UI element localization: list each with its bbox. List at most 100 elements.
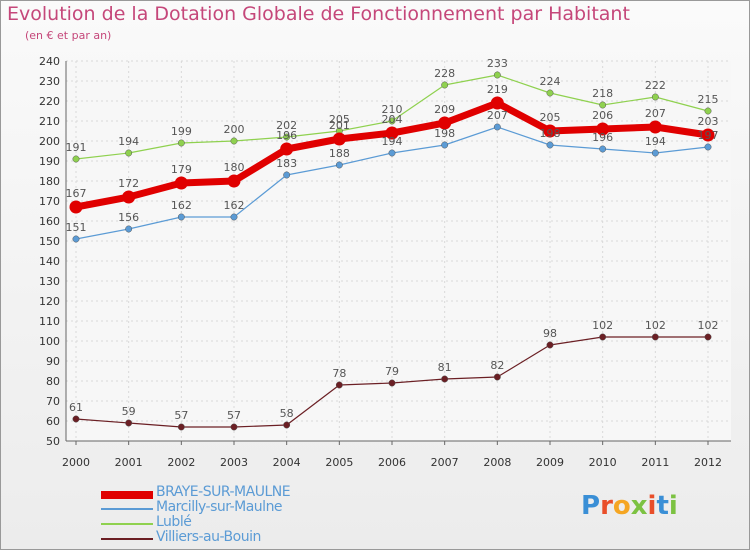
data-label: 218 xyxy=(592,87,613,100)
data-point xyxy=(596,122,610,136)
data-label: 167 xyxy=(66,187,87,200)
data-label: 58 xyxy=(280,407,294,420)
data-label: 215 xyxy=(698,93,719,106)
data-point xyxy=(493,123,501,131)
data-point xyxy=(177,139,185,147)
data-point xyxy=(704,107,712,115)
data-label: 191 xyxy=(66,141,87,154)
x-tick-label: 2004 xyxy=(273,456,301,469)
data-label: 222 xyxy=(645,79,666,92)
data-label: 156 xyxy=(118,211,139,224)
y-tick-label: 170 xyxy=(39,195,60,208)
data-label: 162 xyxy=(171,199,192,212)
data-label: 59 xyxy=(122,405,136,418)
data-point xyxy=(388,379,396,387)
data-label: 78 xyxy=(332,367,346,380)
x-tick-label: 2011 xyxy=(641,456,669,469)
legend-swatch xyxy=(101,491,153,499)
data-label: 102 xyxy=(592,319,613,332)
chart-subtitle: (en € et par an) xyxy=(25,29,112,42)
data-point xyxy=(283,171,291,179)
y-tick-label: 110 xyxy=(39,315,60,328)
y-tick-label: 200 xyxy=(39,135,60,148)
data-point xyxy=(438,116,452,130)
data-point xyxy=(227,174,241,188)
data-label: 81 xyxy=(438,361,452,374)
data-label: 57 xyxy=(174,409,188,422)
data-label: 203 xyxy=(698,115,719,128)
data-point xyxy=(230,137,238,145)
data-label: 79 xyxy=(385,365,399,378)
data-point xyxy=(546,89,554,97)
data-label: 228 xyxy=(434,67,455,80)
data-point xyxy=(230,213,238,221)
data-point xyxy=(543,124,557,138)
data-point xyxy=(174,176,188,190)
data-point xyxy=(125,149,133,157)
legend-label: Lublé xyxy=(156,514,192,530)
data-label: 209 xyxy=(434,103,455,116)
y-tick-label: 50 xyxy=(46,435,60,448)
data-point xyxy=(441,375,449,383)
legend-label: Marcilly-sur-Maulne xyxy=(156,499,283,515)
data-label: 61 xyxy=(69,401,83,414)
data-point xyxy=(651,333,659,341)
x-tick-label: 2008 xyxy=(483,456,511,469)
y-tick-label: 210 xyxy=(39,115,60,128)
data-label: 224 xyxy=(540,75,561,88)
data-point xyxy=(648,120,662,134)
data-point xyxy=(490,96,504,110)
legend-label: BRAYE-SUR-MAULNE xyxy=(156,484,291,500)
data-point xyxy=(72,155,80,163)
data-point xyxy=(704,143,712,151)
y-tick-label: 60 xyxy=(46,415,60,428)
data-label: 180 xyxy=(224,161,245,174)
data-point xyxy=(283,421,291,429)
data-point xyxy=(122,190,136,204)
data-label: 194 xyxy=(118,135,139,148)
data-point xyxy=(332,132,346,146)
y-tick-label: 100 xyxy=(39,335,60,348)
data-point xyxy=(72,235,80,243)
y-tick-label: 90 xyxy=(46,355,60,368)
data-label: 199 xyxy=(171,125,192,138)
proxiti-logo: Proxiti xyxy=(581,491,678,521)
data-label: 162 xyxy=(224,199,245,212)
data-point xyxy=(546,141,554,149)
data-label: 57 xyxy=(227,409,241,422)
data-point xyxy=(125,225,133,233)
data-point xyxy=(283,133,291,141)
label-layer: 61 59 57 57 58 78 79 81 82 98 102 102 102 191 194 199 20… xyxy=(66,57,719,422)
data-point xyxy=(388,149,396,157)
data-label: 205 xyxy=(540,111,561,124)
data-label: 233 xyxy=(487,57,508,70)
y-tick-label: 70 xyxy=(46,395,60,408)
data-label: 210 xyxy=(382,103,403,116)
data-point xyxy=(125,419,133,427)
data-label: 151 xyxy=(66,221,87,234)
data-label: 172 xyxy=(118,177,139,190)
data-point xyxy=(230,423,238,431)
data-label: 197 xyxy=(698,129,719,142)
data-label: 183 xyxy=(276,157,297,170)
data-point xyxy=(704,333,712,341)
data-point xyxy=(72,415,80,423)
data-label: 206 xyxy=(592,109,613,122)
data-point xyxy=(651,93,659,101)
data-label: 201 xyxy=(329,119,350,132)
data-label: 194 xyxy=(645,135,666,148)
grid-layer xyxy=(66,60,731,442)
data-point xyxy=(493,373,501,381)
y-tick-label: 130 xyxy=(39,275,60,288)
data-point xyxy=(388,117,396,125)
data-point xyxy=(546,341,554,349)
x-tick-label: 2002 xyxy=(167,456,195,469)
data-label: 82 xyxy=(490,359,504,372)
data-label: 102 xyxy=(698,319,719,332)
data-label: 204 xyxy=(382,113,403,126)
x-tick-label: 2007 xyxy=(431,456,459,469)
y-tick-label: 120 xyxy=(39,295,60,308)
series-layer xyxy=(69,71,715,431)
